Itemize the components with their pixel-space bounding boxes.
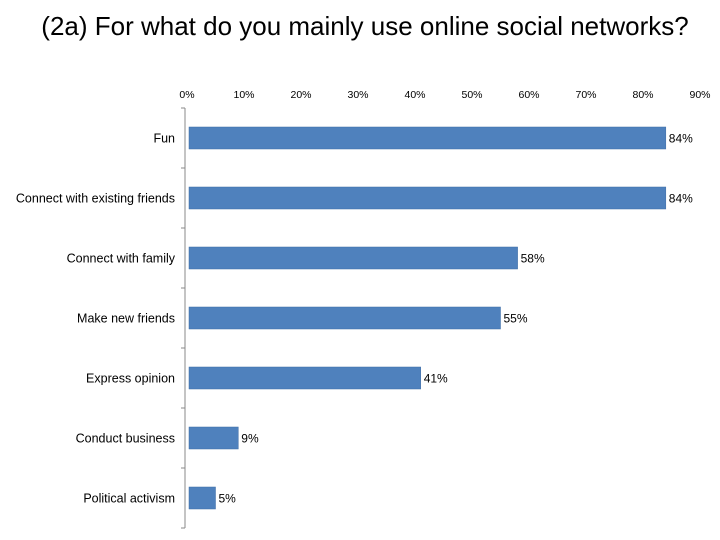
data-label: 84%	[669, 192, 693, 206]
x-tick-label: 40%	[404, 89, 425, 101]
x-tick-label: 60%	[518, 89, 539, 101]
category-label: Connect with family	[67, 252, 176, 266]
category-label: Connect with existing friends	[16, 192, 175, 206]
x-axis-ticks: 0% 10% 20% 30% 40% 50% 60% 70% 80% 90%	[179, 89, 710, 101]
category-label: Express opinion	[86, 372, 175, 386]
chart-title: (2a) For what do you mainly use online s…	[41, 11, 689, 41]
category-label: Make new friends	[77, 312, 175, 326]
data-label: 5%	[219, 492, 237, 506]
category-labels: Fun Connect with existing friends Connect …	[16, 132, 176, 506]
data-label: 9%	[241, 432, 259, 446]
x-tick-label: 30%	[347, 89, 368, 101]
y-axis-category-ticks	[181, 107, 185, 529]
bar	[188, 366, 421, 390]
bar	[188, 486, 216, 510]
x-tick-label: 0%	[179, 89, 194, 101]
x-tick-label: 70%	[575, 89, 596, 101]
data-label: 41%	[424, 372, 448, 386]
bar	[188, 126, 667, 150]
x-tick-label: 90%	[689, 89, 710, 101]
category-label: Fun	[153, 132, 175, 146]
bars	[188, 126, 667, 510]
category-label: Political activism	[83, 492, 175, 506]
x-tick-label: 10%	[233, 89, 254, 101]
x-tick-label: 80%	[632, 89, 653, 101]
data-label: 55%	[504, 312, 528, 326]
data-labels: 84% 84% 58% 55% 41% 9% 5%	[219, 132, 694, 506]
x-tick-label: 20%	[290, 89, 311, 101]
data-label: 58%	[521, 252, 545, 266]
category-label: Conduct business	[76, 432, 175, 446]
bar	[188, 306, 501, 330]
x-tick-label: 50%	[461, 89, 482, 101]
data-label: 84%	[669, 132, 693, 146]
bar	[188, 426, 239, 450]
bar	[188, 186, 667, 210]
bar	[188, 246, 518, 270]
